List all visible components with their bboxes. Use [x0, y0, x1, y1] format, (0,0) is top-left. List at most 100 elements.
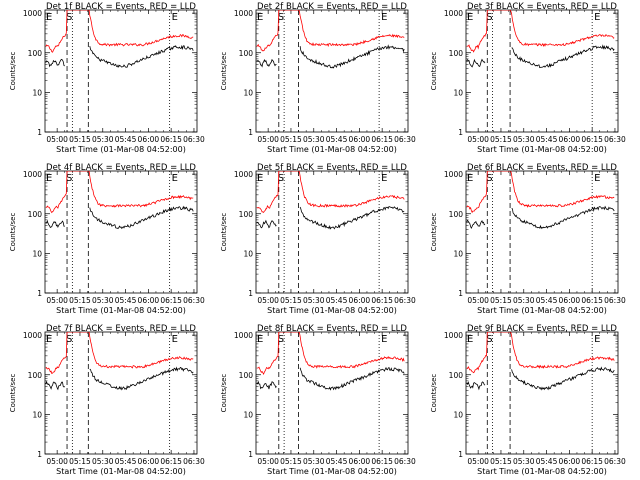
x-tick-label: 05:45 [326, 135, 348, 144]
series-lld-line [466, 332, 615, 374]
x-tick-label: 06:15 [581, 135, 603, 144]
series-lld-line [256, 10, 405, 52]
plot-frame [465, 170, 619, 294]
x-tick-label: 05:00 [467, 296, 489, 305]
x-tick-label: 05:45 [536, 296, 558, 305]
event-marker-label: E [46, 12, 52, 23]
y-tick-label: 1 [248, 128, 253, 137]
y-tick-label: 1000 [23, 170, 42, 179]
event-marker-label: S [66, 334, 72, 345]
x-axis-label: Start Time (01-Mar-08 04:52:00) [56, 145, 186, 154]
y-tick-label: 1000 [234, 9, 253, 18]
y-tick-label: 100 [239, 49, 254, 58]
event-marker-label: S [278, 12, 284, 23]
y-axis-label: Counts/sec [9, 52, 17, 91]
event-marker-label: S [66, 12, 72, 23]
x-tick-label: 06:00 [559, 457, 581, 466]
x-tick-label: 06:00 [349, 135, 371, 144]
series-events-line [256, 205, 405, 230]
event-marker-label: S [278, 173, 284, 184]
series-lld-line [256, 171, 405, 213]
event-marker-label: E [381, 173, 387, 184]
x-tick-label: 05:15 [280, 296, 302, 305]
plot-frame [44, 331, 198, 455]
series-lld-line [45, 332, 194, 375]
x-tick-label: 06:00 [138, 457, 160, 466]
y-axis-label: Counts/sec [430, 52, 438, 91]
y-tick-label: 1000 [444, 9, 463, 18]
plot-frame [44, 170, 198, 294]
event-marker-label: E [594, 173, 600, 184]
event-marker-label: E [257, 173, 263, 184]
x-tick-label: 05:00 [467, 457, 489, 466]
x-tick-label: 05:15 [490, 135, 512, 144]
event-marker-label: E [46, 173, 52, 184]
y-tick-label: 100 [28, 371, 43, 380]
x-tick-label: 05:30 [303, 457, 325, 466]
y-tick-label: 10 [32, 88, 42, 97]
x-tick-label: 05:45 [115, 296, 137, 305]
x-tick-label: 06:15 [160, 135, 182, 144]
y-tick-label: 1000 [234, 331, 253, 340]
y-tick-label: 1000 [444, 170, 463, 179]
x-tick-label: 05:00 [46, 296, 68, 305]
series-events-line [256, 44, 405, 69]
x-axis-label: Start Time (01-Mar-08 04:52:00) [267, 467, 397, 476]
event-marker-label: E [172, 334, 178, 345]
y-axis-label: Counts/sec [430, 374, 438, 413]
x-tick-label: 05:30 [92, 457, 114, 466]
x-tick-label: 05:15 [490, 296, 512, 305]
y-axis-label: Counts/sec [220, 374, 228, 413]
x-tick-label: 06:00 [138, 135, 160, 144]
event-marker-label: E [257, 334, 263, 345]
x-tick-label: 06:00 [559, 135, 581, 144]
y-tick-label: 1000 [444, 331, 463, 340]
x-axis-label: Start Time (01-Mar-08 04:52:00) [477, 145, 607, 154]
x-tick-label: 06:15 [581, 296, 603, 305]
y-tick-label: 10 [32, 410, 42, 419]
event-marker-label: E [172, 12, 178, 23]
plot-frame [44, 9, 198, 133]
x-tick-label: 05:00 [46, 457, 68, 466]
x-tick-label: 05:45 [326, 457, 348, 466]
plot-frame [255, 331, 409, 455]
y-axis-label: Counts/sec [9, 213, 17, 252]
y-axis-label: Counts/sec [430, 213, 438, 252]
panel-title: Det 4f BLACK = Events, RED = LLD [46, 163, 196, 173]
y-tick-label: 100 [239, 210, 254, 219]
series-events-line [466, 205, 615, 230]
x-tick-label: 06:00 [349, 457, 371, 466]
x-tick-label: 05:30 [92, 296, 114, 305]
event-marker-label: S [486, 173, 492, 184]
plot-frame [255, 170, 409, 294]
x-tick-label: 05:30 [303, 296, 325, 305]
panel-det-6: Det 6f BLACK = Events, RED = LLD Counts/s… [430, 163, 626, 315]
event-marker-label: E [594, 12, 600, 23]
series-events-line [466, 366, 615, 391]
x-tick-label: 05:15 [280, 457, 302, 466]
event-marker-label: E [46, 334, 52, 345]
y-tick-label: 100 [449, 371, 464, 380]
x-tick-label: 06:30 [183, 296, 205, 305]
event-marker-label: S [278, 334, 284, 345]
event-marker-label: E [467, 334, 473, 345]
y-tick-label: 1 [458, 289, 463, 298]
y-tick-label: 1 [37, 450, 42, 459]
y-tick-label: 100 [28, 49, 43, 58]
x-tick-label: 05:15 [69, 135, 91, 144]
y-tick-label: 10 [243, 249, 253, 258]
event-marker-label: E [257, 12, 263, 23]
x-tick-label: 05:15 [490, 457, 512, 466]
y-tick-label: 10 [453, 249, 463, 258]
x-tick-label: 05:00 [257, 457, 279, 466]
panel-title: Det 7f BLACK = Events, RED = LLD [46, 324, 196, 334]
panel-title: Det 5f BLACK = Events, RED = LLD [257, 163, 407, 173]
y-axis-label: Counts/sec [9, 374, 17, 413]
y-tick-label: 100 [449, 49, 464, 58]
y-tick-label: 10 [453, 88, 463, 97]
y-tick-label: 1 [37, 128, 42, 137]
series-events-line [466, 44, 615, 69]
panel-det-9: Det 9f BLACK = Events, RED = LLD Counts/s… [430, 324, 626, 476]
y-axis-label: Counts/sec [220, 213, 228, 252]
